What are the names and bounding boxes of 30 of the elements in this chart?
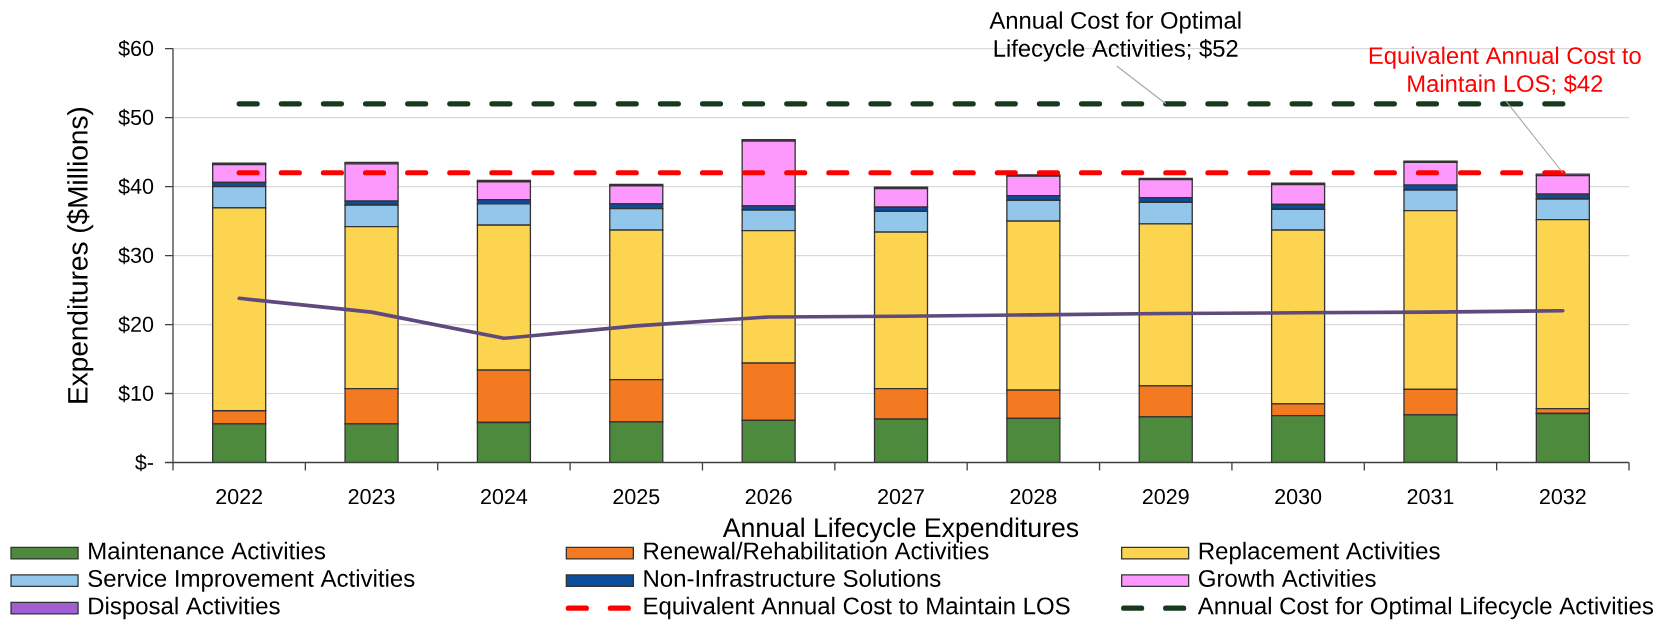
x-tick-label: 2024 [481,489,528,505]
y-tick-label: $- [135,453,154,472]
x-tick-label: 2030 [1275,489,1322,505]
y-axis-title: Expenditures ($Millions) [66,107,94,403]
x-tick-label: 2025 [613,489,660,505]
x-tick-label: 2032 [1540,489,1586,505]
y-tick-label: $40 [118,177,154,196]
y-tick-label: $10 [118,384,154,403]
legend-label: Annual Cost for Optimal Lifecycle Activities [1197,596,1654,620]
legend-label: Replacement Activities [1199,541,1440,565]
x-tick-label: 2026 [745,489,792,505]
legend-label: Service Improvement Activities [88,569,415,592]
x-tick-label: 2031 [1407,489,1454,505]
y-tick-label: $50 [118,108,154,127]
y-tick-label: $30 [118,246,154,265]
legend-label: Equivalent Annual Cost to Maintain LOS [644,596,1070,620]
legend-label: Non-Infrastructure Solutions [644,569,941,587]
x-tick-label: 2028 [1010,489,1057,505]
legend-label: Renewal/Rehabilitation Activities [644,541,989,560]
legend-label: Disposal Activities [89,596,280,620]
legend-label: Maintenance Activities [89,541,326,560]
x-tick-label: 2023 [348,489,395,505]
annotation: Annual Cost for Optimal Lifecycle Activities; $52 [989,11,1241,62]
y-tick-label: $60 [118,39,154,58]
x-tick-label: 2027 [878,489,924,505]
y-tick-label: $20 [118,315,154,334]
annotation: Equivalent Annual Cost to Maintain LOS; $42 [1369,46,1641,95]
x-tick-label: 2029 [1142,489,1189,505]
legend-label: Growth Activities [1199,569,1376,587]
x-tick-label: 2022 [216,489,263,505]
